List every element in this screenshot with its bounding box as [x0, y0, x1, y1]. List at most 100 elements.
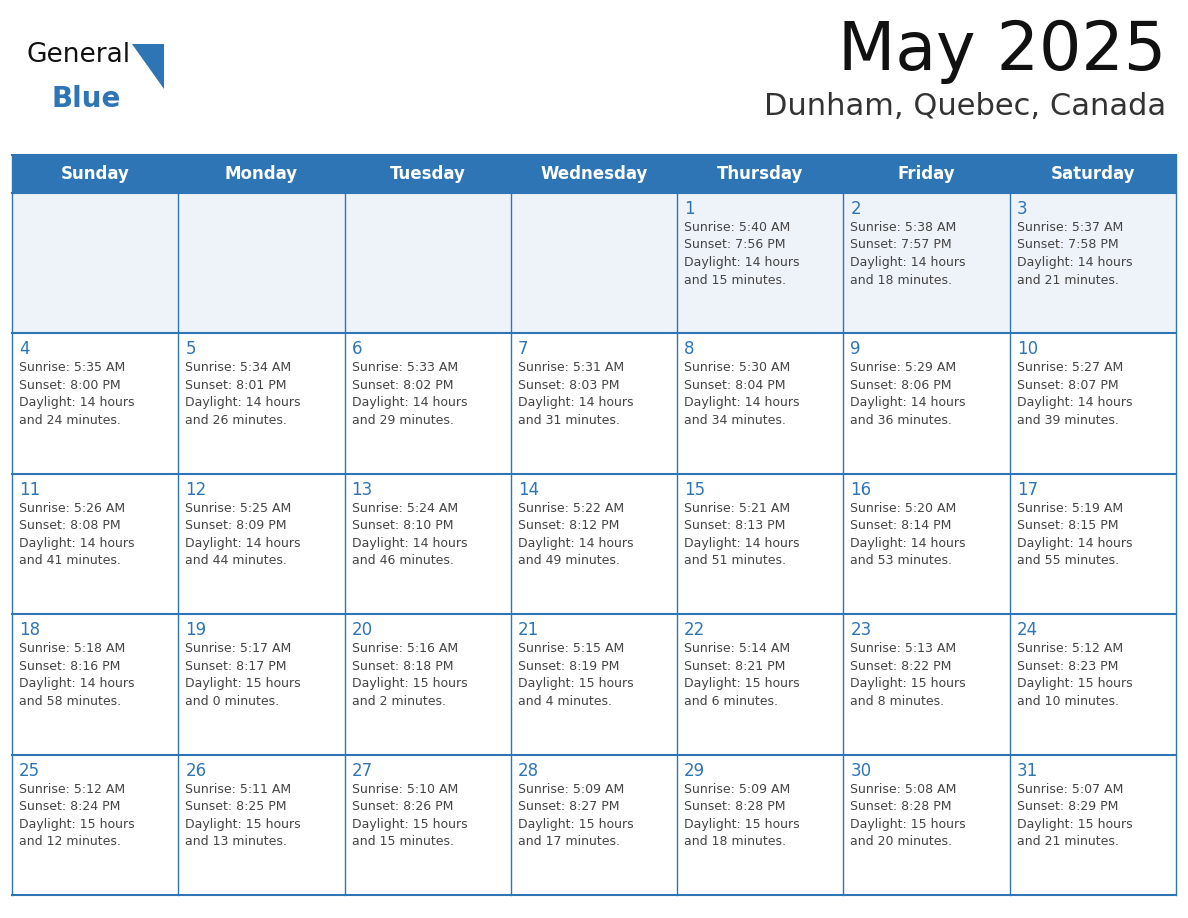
- Text: Thursday: Thursday: [718, 165, 803, 183]
- Text: 18: 18: [19, 621, 40, 639]
- Bar: [677, 155, 843, 193]
- Text: Sunday: Sunday: [61, 165, 129, 183]
- Text: May 2025: May 2025: [838, 18, 1165, 84]
- Bar: [843, 333, 1010, 474]
- Text: Sunrise: 5:09 AM
Sunset: 8:28 PM
Daylight: 15 hours
and 18 minutes.: Sunrise: 5:09 AM Sunset: 8:28 PM Dayligh…: [684, 783, 800, 848]
- Text: Sunrise: 5:12 AM
Sunset: 8:23 PM
Daylight: 15 hours
and 10 minutes.: Sunrise: 5:12 AM Sunset: 8:23 PM Dayligh…: [1017, 643, 1132, 708]
- Text: 31: 31: [1017, 762, 1038, 779]
- Text: 26: 26: [185, 762, 207, 779]
- Bar: [1010, 155, 1176, 193]
- Bar: [511, 755, 677, 895]
- Text: Sunrise: 5:37 AM
Sunset: 7:58 PM
Daylight: 14 hours
and 21 minutes.: Sunrise: 5:37 AM Sunset: 7:58 PM Dayligh…: [1017, 221, 1132, 286]
- Text: 14: 14: [518, 481, 539, 498]
- Bar: [345, 614, 511, 755]
- Text: 16: 16: [851, 481, 872, 498]
- Text: 11: 11: [19, 481, 40, 498]
- Bar: [1010, 614, 1176, 755]
- Bar: [345, 474, 511, 614]
- Text: 17: 17: [1017, 481, 1038, 498]
- Text: 23: 23: [851, 621, 872, 639]
- Text: 6: 6: [352, 341, 362, 358]
- Bar: [843, 155, 1010, 193]
- Text: 1: 1: [684, 200, 695, 218]
- Bar: [511, 474, 677, 614]
- Bar: [511, 155, 677, 193]
- Text: 3: 3: [1017, 200, 1028, 218]
- Bar: [677, 755, 843, 895]
- Text: General: General: [27, 42, 131, 68]
- Bar: [843, 614, 1010, 755]
- Text: Friday: Friday: [898, 165, 955, 183]
- Bar: [1010, 474, 1176, 614]
- Bar: [345, 333, 511, 474]
- Text: 9: 9: [851, 341, 861, 358]
- Text: 28: 28: [518, 762, 539, 779]
- Text: Sunrise: 5:11 AM
Sunset: 8:25 PM
Daylight: 15 hours
and 13 minutes.: Sunrise: 5:11 AM Sunset: 8:25 PM Dayligh…: [185, 783, 301, 848]
- Text: Sunrise: 5:33 AM
Sunset: 8:02 PM
Daylight: 14 hours
and 29 minutes.: Sunrise: 5:33 AM Sunset: 8:02 PM Dayligh…: [352, 362, 467, 427]
- Bar: [12, 755, 178, 895]
- Text: Sunrise: 5:10 AM
Sunset: 8:26 PM
Daylight: 15 hours
and 15 minutes.: Sunrise: 5:10 AM Sunset: 8:26 PM Dayligh…: [352, 783, 467, 848]
- Text: 22: 22: [684, 621, 706, 639]
- Text: 20: 20: [352, 621, 373, 639]
- Text: Sunrise: 5:07 AM
Sunset: 8:29 PM
Daylight: 15 hours
and 21 minutes.: Sunrise: 5:07 AM Sunset: 8:29 PM Dayligh…: [1017, 783, 1132, 848]
- Bar: [178, 193, 345, 333]
- Bar: [677, 333, 843, 474]
- Text: Monday: Monday: [225, 165, 298, 183]
- Text: 4: 4: [19, 341, 30, 358]
- Text: Sunrise: 5:35 AM
Sunset: 8:00 PM
Daylight: 14 hours
and 24 minutes.: Sunrise: 5:35 AM Sunset: 8:00 PM Dayligh…: [19, 362, 134, 427]
- Text: Sunrise: 5:27 AM
Sunset: 8:07 PM
Daylight: 14 hours
and 39 minutes.: Sunrise: 5:27 AM Sunset: 8:07 PM Dayligh…: [1017, 362, 1132, 427]
- Bar: [677, 614, 843, 755]
- Bar: [677, 474, 843, 614]
- Bar: [12, 333, 178, 474]
- Text: Sunrise: 5:14 AM
Sunset: 8:21 PM
Daylight: 15 hours
and 6 minutes.: Sunrise: 5:14 AM Sunset: 8:21 PM Dayligh…: [684, 643, 800, 708]
- Text: 12: 12: [185, 481, 207, 498]
- Text: Dunham, Quebec, Canada: Dunham, Quebec, Canada: [764, 92, 1165, 121]
- Text: Sunrise: 5:15 AM
Sunset: 8:19 PM
Daylight: 15 hours
and 4 minutes.: Sunrise: 5:15 AM Sunset: 8:19 PM Dayligh…: [518, 643, 633, 708]
- Bar: [178, 474, 345, 614]
- Polygon shape: [132, 44, 164, 89]
- Bar: [178, 155, 345, 193]
- Text: 30: 30: [851, 762, 872, 779]
- Bar: [12, 474, 178, 614]
- Bar: [178, 333, 345, 474]
- Bar: [843, 193, 1010, 333]
- Text: 13: 13: [352, 481, 373, 498]
- Text: Sunrise: 5:09 AM
Sunset: 8:27 PM
Daylight: 15 hours
and 17 minutes.: Sunrise: 5:09 AM Sunset: 8:27 PM Dayligh…: [518, 783, 633, 848]
- Bar: [511, 193, 677, 333]
- Text: 5: 5: [185, 341, 196, 358]
- Bar: [345, 193, 511, 333]
- Text: Sunrise: 5:13 AM
Sunset: 8:22 PM
Daylight: 15 hours
and 8 minutes.: Sunrise: 5:13 AM Sunset: 8:22 PM Dayligh…: [851, 643, 966, 708]
- Text: Sunrise: 5:24 AM
Sunset: 8:10 PM
Daylight: 14 hours
and 46 minutes.: Sunrise: 5:24 AM Sunset: 8:10 PM Dayligh…: [352, 502, 467, 567]
- Text: 19: 19: [185, 621, 207, 639]
- Text: Sunrise: 5:12 AM
Sunset: 8:24 PM
Daylight: 15 hours
and 12 minutes.: Sunrise: 5:12 AM Sunset: 8:24 PM Dayligh…: [19, 783, 134, 848]
- Text: Sunrise: 5:38 AM
Sunset: 7:57 PM
Daylight: 14 hours
and 18 minutes.: Sunrise: 5:38 AM Sunset: 7:57 PM Dayligh…: [851, 221, 966, 286]
- Text: Sunrise: 5:30 AM
Sunset: 8:04 PM
Daylight: 14 hours
and 34 minutes.: Sunrise: 5:30 AM Sunset: 8:04 PM Dayligh…: [684, 362, 800, 427]
- Text: Sunrise: 5:16 AM
Sunset: 8:18 PM
Daylight: 15 hours
and 2 minutes.: Sunrise: 5:16 AM Sunset: 8:18 PM Dayligh…: [352, 643, 467, 708]
- Text: Sunrise: 5:17 AM
Sunset: 8:17 PM
Daylight: 15 hours
and 0 minutes.: Sunrise: 5:17 AM Sunset: 8:17 PM Dayligh…: [185, 643, 301, 708]
- Bar: [511, 614, 677, 755]
- Bar: [843, 755, 1010, 895]
- Bar: [12, 155, 178, 193]
- Text: Sunrise: 5:21 AM
Sunset: 8:13 PM
Daylight: 14 hours
and 51 minutes.: Sunrise: 5:21 AM Sunset: 8:13 PM Dayligh…: [684, 502, 800, 567]
- Text: 15: 15: [684, 481, 706, 498]
- Text: 25: 25: [19, 762, 40, 779]
- Bar: [178, 614, 345, 755]
- Text: Sunrise: 5:08 AM
Sunset: 8:28 PM
Daylight: 15 hours
and 20 minutes.: Sunrise: 5:08 AM Sunset: 8:28 PM Dayligh…: [851, 783, 966, 848]
- Text: Sunrise: 5:18 AM
Sunset: 8:16 PM
Daylight: 14 hours
and 58 minutes.: Sunrise: 5:18 AM Sunset: 8:16 PM Dayligh…: [19, 643, 134, 708]
- Bar: [1010, 333, 1176, 474]
- Bar: [511, 333, 677, 474]
- Text: 27: 27: [352, 762, 373, 779]
- Text: Sunrise: 5:20 AM
Sunset: 8:14 PM
Daylight: 14 hours
and 53 minutes.: Sunrise: 5:20 AM Sunset: 8:14 PM Dayligh…: [851, 502, 966, 567]
- Bar: [1010, 755, 1176, 895]
- Bar: [345, 755, 511, 895]
- Bar: [677, 193, 843, 333]
- Text: 21: 21: [518, 621, 539, 639]
- Bar: [843, 474, 1010, 614]
- Bar: [12, 193, 178, 333]
- Text: Tuesday: Tuesday: [390, 165, 466, 183]
- Bar: [178, 755, 345, 895]
- Text: Sunrise: 5:19 AM
Sunset: 8:15 PM
Daylight: 14 hours
and 55 minutes.: Sunrise: 5:19 AM Sunset: 8:15 PM Dayligh…: [1017, 502, 1132, 567]
- Bar: [1010, 193, 1176, 333]
- Text: Sunrise: 5:29 AM
Sunset: 8:06 PM
Daylight: 14 hours
and 36 minutes.: Sunrise: 5:29 AM Sunset: 8:06 PM Dayligh…: [851, 362, 966, 427]
- Text: 8: 8: [684, 341, 695, 358]
